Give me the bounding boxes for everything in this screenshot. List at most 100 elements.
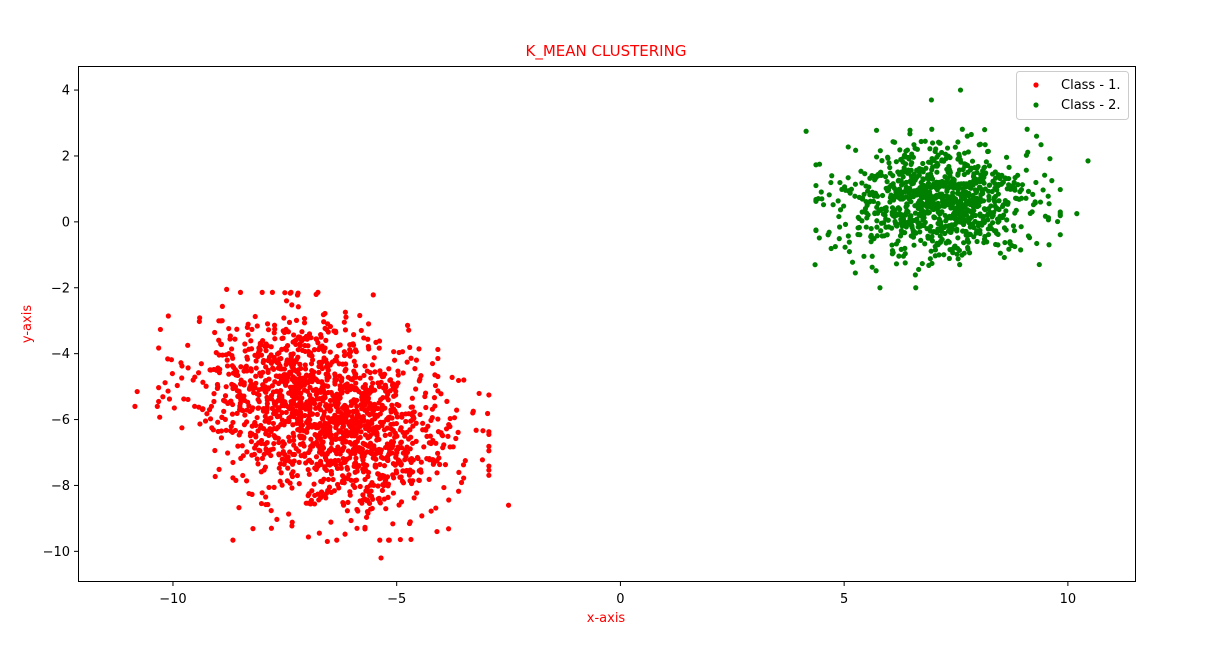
data-point-class-1 — [335, 416, 341, 422]
data-point-class-2 — [874, 224, 880, 230]
data-point-class-1 — [239, 443, 245, 449]
data-point-class-1 — [370, 292, 376, 298]
data-point-class-1 — [253, 373, 259, 379]
data-point-class-2 — [931, 214, 937, 220]
data-point-class-2 — [1003, 208, 1009, 214]
data-point-class-1 — [351, 358, 357, 364]
data-point-class-1 — [352, 469, 358, 475]
data-point-class-1 — [362, 363, 368, 369]
data-point-class-1 — [219, 318, 225, 324]
data-point-class-1 — [249, 381, 255, 388]
data-point-class-1 — [332, 457, 338, 464]
data-point-class-2 — [902, 161, 909, 167]
data-point-class-1 — [321, 409, 327, 415]
data-point-class-2 — [927, 256, 933, 262]
data-point-class-1 — [352, 461, 358, 467]
data-point-class-1 — [244, 324, 250, 330]
data-point-class-2 — [903, 211, 909, 217]
data-point-class-1 — [406, 520, 413, 527]
data-point-class-1 — [204, 411, 210, 417]
data-point-class-1 — [289, 376, 295, 383]
data-point-class-1 — [349, 341, 355, 347]
data-point-class-1 — [299, 422, 306, 428]
data-point-class-1 — [346, 385, 353, 391]
data-point-class-1 — [422, 393, 428, 400]
data-point-class-1 — [453, 435, 459, 442]
data-point-class-2 — [994, 187, 1000, 193]
data-point-class-2 — [934, 169, 940, 175]
data-point-class-1 — [408, 404, 414, 410]
data-point-class-1 — [407, 344, 413, 350]
data-point-class-1 — [404, 322, 411, 328]
data-point-class-2 — [953, 205, 959, 211]
data-point-class-2 — [873, 154, 880, 160]
data-point-class-1 — [353, 477, 360, 483]
data-point-class-2 — [863, 224, 869, 230]
data-point-class-1 — [253, 442, 259, 448]
data-point-class-2 — [927, 228, 934, 234]
data-point-class-1 — [166, 396, 173, 402]
data-point-class-2 — [879, 192, 886, 199]
data-point-class-1 — [282, 290, 288, 296]
data-point-class-1 — [446, 497, 452, 503]
data-point-class-1 — [393, 388, 399, 394]
data-point-class-1 — [242, 364, 249, 371]
data-point-class-2 — [890, 183, 896, 189]
data-point-class-2 — [942, 212, 948, 219]
data-point-class-1 — [385, 481, 392, 487]
data-point-class-1 — [410, 423, 416, 429]
data-point-class-1 — [360, 384, 366, 390]
data-point-class-2 — [893, 159, 899, 165]
data-point-class-1 — [224, 363, 231, 369]
data-point-class-1 — [408, 536, 414, 543]
data-point-class-1 — [407, 467, 413, 473]
data-point-class-2 — [957, 262, 963, 268]
data-point-class-1 — [429, 406, 435, 412]
data-point-class-1 — [218, 341, 224, 348]
data-point-class-2 — [927, 192, 933, 198]
data-point-class-1 — [229, 411, 236, 417]
data-point-class-1 — [411, 409, 417, 415]
data-point-class-1 — [272, 435, 278, 441]
data-point-class-1 — [302, 362, 308, 368]
data-point-class-2 — [922, 138, 928, 144]
data-point-class-2 — [971, 177, 977, 184]
data-point-class-2 — [1049, 178, 1055, 184]
data-point-class-1 — [253, 434, 259, 440]
data-point-class-2 — [928, 223, 934, 230]
data-point-class-1 — [169, 370, 175, 377]
data-point-class-1 — [285, 465, 291, 471]
data-point-class-1 — [447, 415, 453, 422]
data-point-class-1 — [350, 482, 356, 488]
data-point-class-2 — [885, 187, 892, 193]
data-point-class-1 — [290, 362, 297, 368]
data-point-class-1 — [369, 362, 376, 368]
data-point-class-1 — [357, 423, 364, 430]
data-point-class-2 — [1032, 199, 1038, 205]
data-point-class-1 — [395, 444, 401, 450]
data-point-class-1 — [336, 361, 342, 367]
data-point-class-2 — [1042, 172, 1048, 178]
data-point-class-2 — [1003, 154, 1010, 160]
data-point-class-1 — [299, 379, 305, 386]
data-point-class-2 — [1014, 195, 1020, 202]
data-point-class-1 — [343, 314, 349, 320]
data-point-class-1 — [324, 538, 330, 545]
data-point-class-2 — [913, 285, 919, 291]
data-point-class-1 — [297, 428, 303, 434]
data-point-class-2 — [1033, 179, 1039, 186]
data-point-class-1 — [253, 365, 259, 371]
data-point-class-1 — [306, 402, 312, 409]
data-point-class-1 — [199, 406, 206, 413]
data-point-class-1 — [485, 410, 491, 417]
data-point-class-1 — [195, 370, 202, 376]
data-point-class-1 — [274, 516, 280, 523]
data-point-class-2 — [877, 148, 883, 154]
data-point-class-1 — [308, 335, 314, 341]
data-point-class-1 — [368, 375, 374, 381]
data-point-class-1 — [226, 371, 232, 377]
data-point-class-2 — [912, 210, 919, 216]
data-point-class-2 — [895, 205, 901, 211]
data-point-class-1 — [381, 496, 387, 502]
data-point-class-1 — [340, 502, 347, 508]
